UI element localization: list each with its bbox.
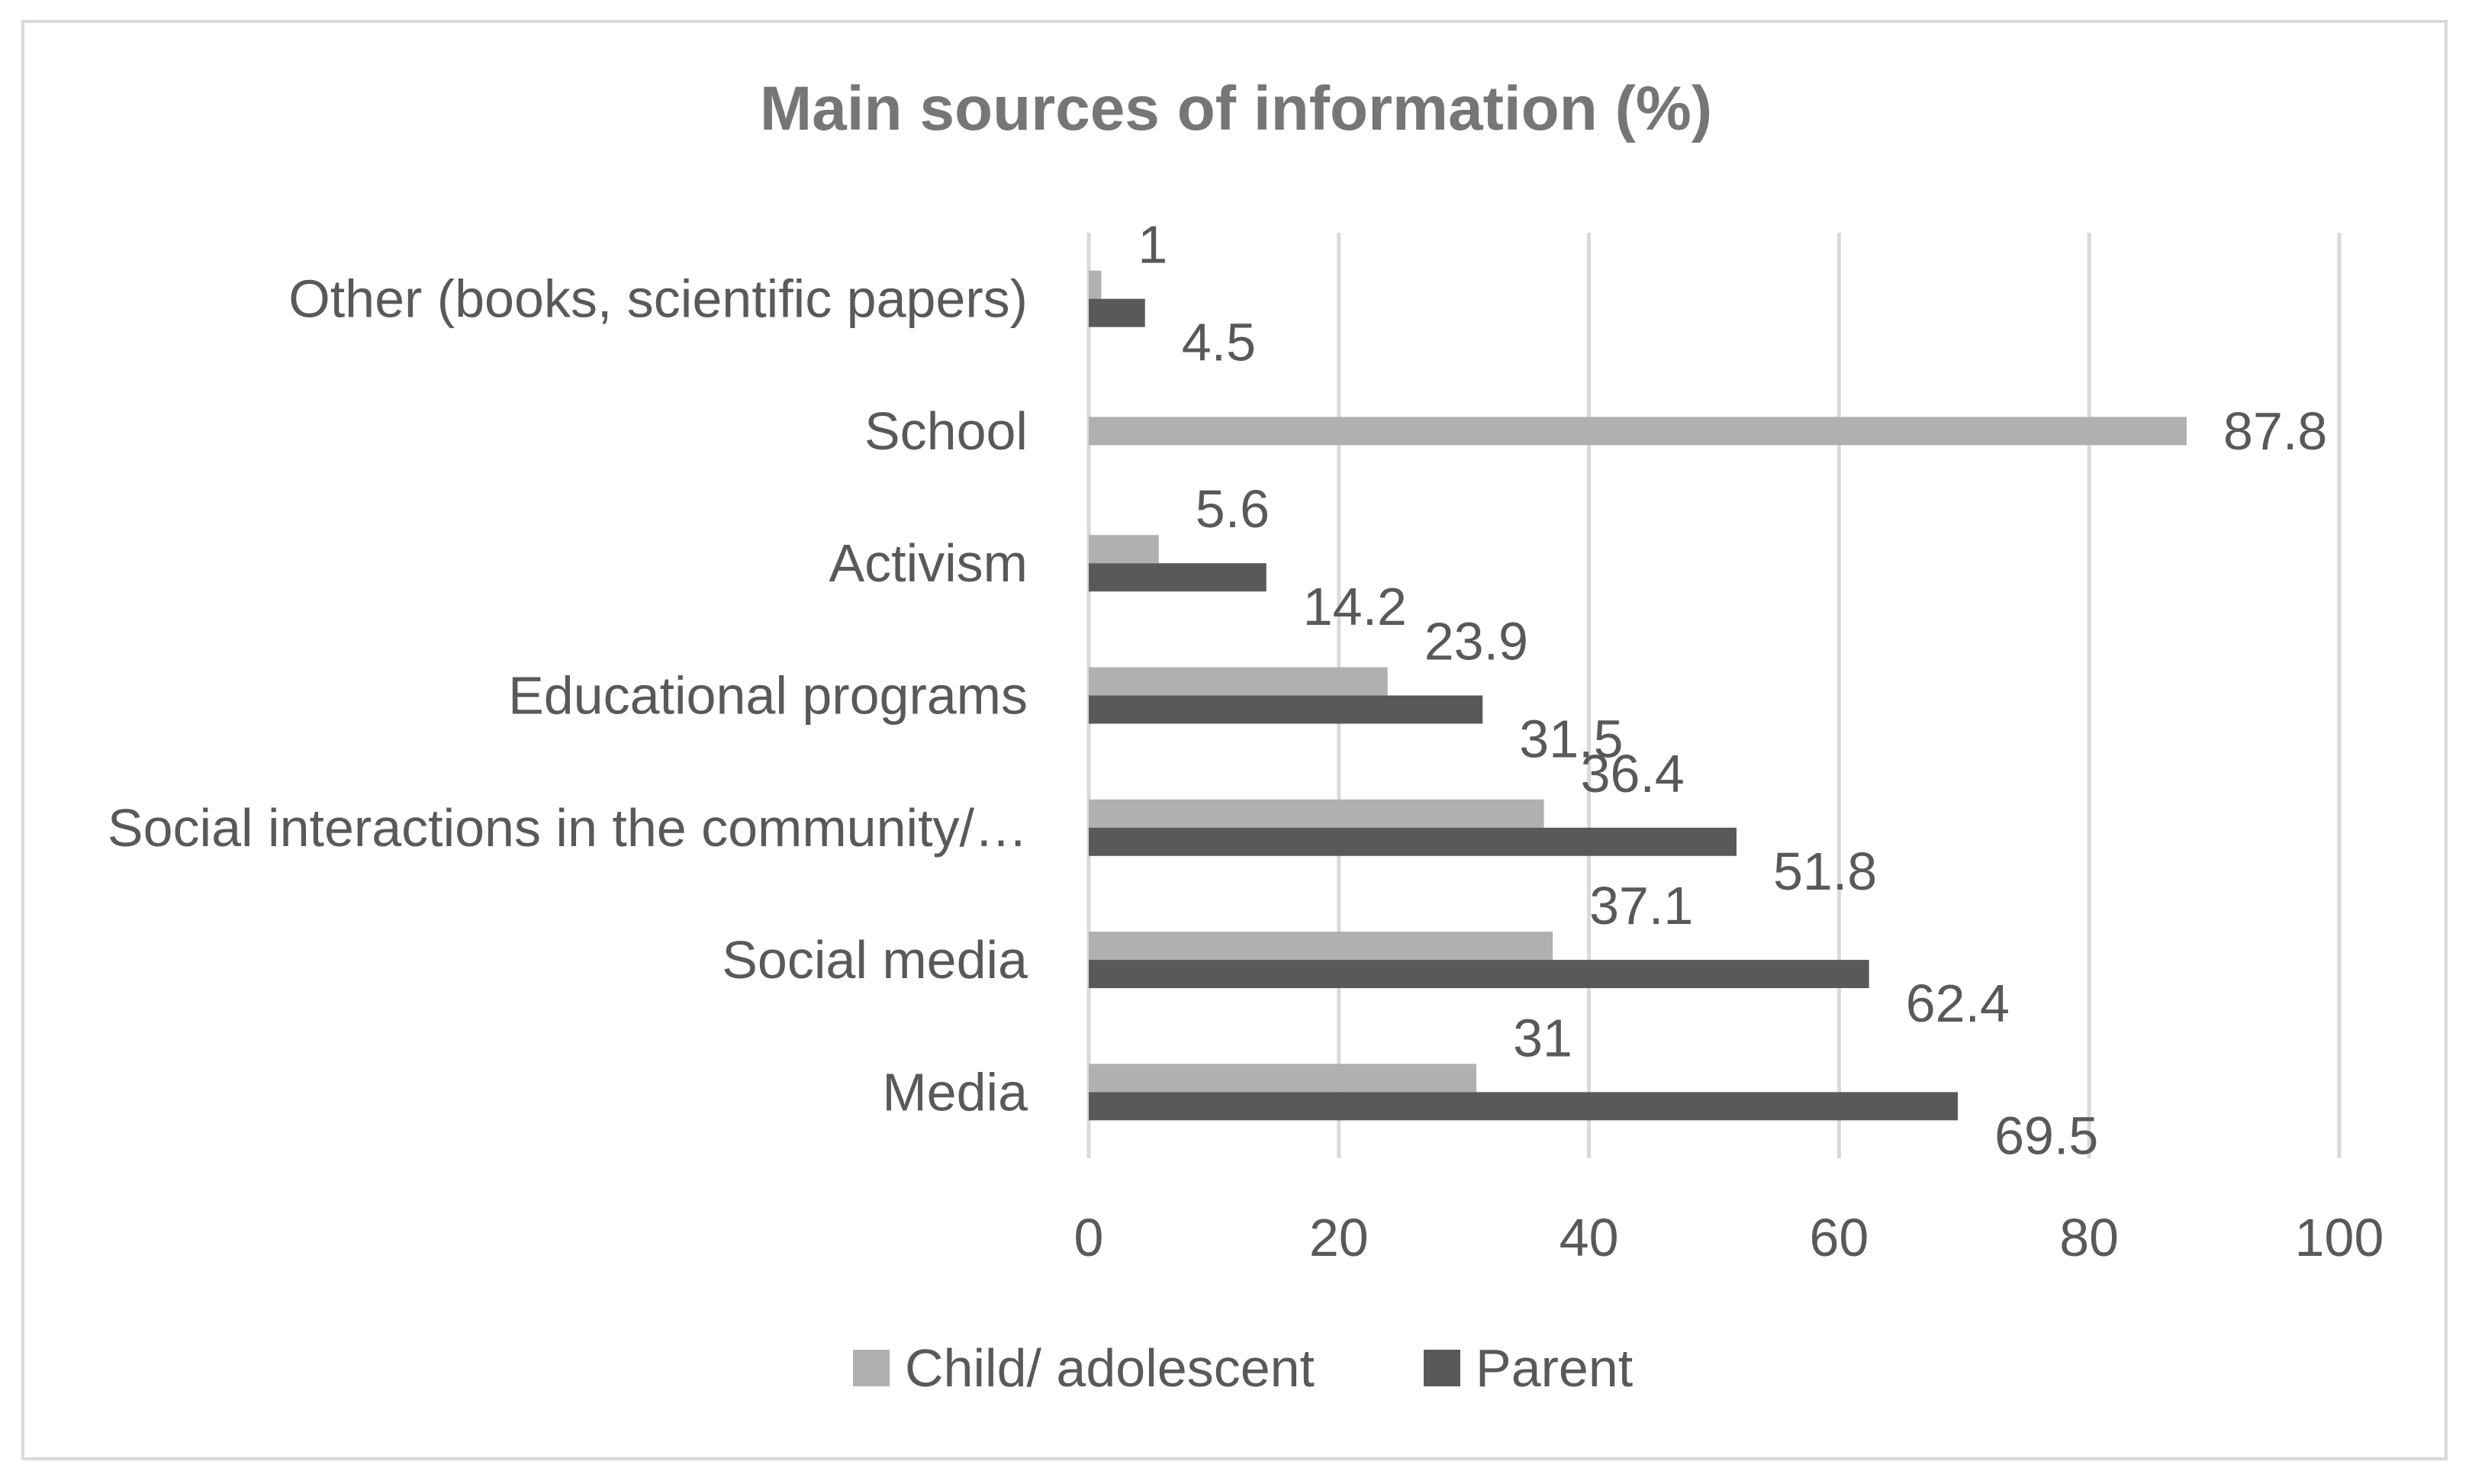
bar-parent <box>1089 1092 1959 1121</box>
x-tick-label: 20 <box>1309 1208 1369 1267</box>
category-label: Other (books, scientific papers) <box>288 269 1028 329</box>
data-label: 1 <box>1138 215 1167 275</box>
bar-child <box>1089 667 1388 696</box>
x-tick-label: 100 <box>2295 1208 2384 1267</box>
data-labels: 1 4.5 87.8 5.6 14.2 23.9 31.536.4 51.8 37.1 62.4 3… <box>1138 215 2327 1166</box>
data-label: 5.6 <box>1196 479 1270 539</box>
bar-parent <box>1089 563 1267 592</box>
bar-child <box>1089 270 1102 299</box>
bar-parent <box>1089 695 1483 724</box>
gridlines <box>1337 233 2342 1158</box>
legend-swatch <box>1424 1350 1460 1386</box>
bar-child <box>1089 417 2187 446</box>
data-label: 69.5 <box>1994 1106 2098 1165</box>
data-label: 4.5 <box>1182 313 1256 372</box>
x-tick-label: 0 <box>1074 1208 1104 1267</box>
category-label: Social interactions in the community/… <box>108 798 1028 858</box>
legend: Child/ adolescent Parent <box>853 1338 1633 1398</box>
bars <box>1089 270 2187 1121</box>
chart-frame <box>21 20 2448 1460</box>
x-tick-label: 40 <box>1559 1208 1619 1267</box>
legend-swatch <box>853 1350 890 1386</box>
category-label: Educational programs <box>508 666 1028 726</box>
x-tick-label: 60 <box>1809 1208 1868 1267</box>
bar-parent <box>1089 960 1869 989</box>
bar-child <box>1089 799 1544 828</box>
bar-child <box>1089 932 1553 961</box>
category-label: Activism <box>829 533 1028 593</box>
category-label: Social media <box>722 930 1028 990</box>
data-label: 36.4 <box>1581 744 1685 803</box>
category-label: Media <box>882 1062 1028 1122</box>
bar-child <box>1089 1064 1477 1093</box>
bar-parent <box>1089 298 1145 327</box>
data-label: 62.4 <box>1906 974 2010 1033</box>
data-label: 23.9 <box>1424 612 1528 671</box>
axes: 0 20 40 60 80 100 Other (books, scientific pap… <box>108 233 2383 1267</box>
data-label: 31 <box>1513 1008 1572 1067</box>
chart-title: Main sources of information (%) <box>760 74 1712 143</box>
bar-parent <box>1089 827 1737 856</box>
x-tick-label: 80 <box>2059 1208 2119 1267</box>
data-label: 51.8 <box>1773 842 1877 901</box>
data-label: 31.5 <box>1519 710 1623 769</box>
data-label: 14.2 <box>1303 577 1407 636</box>
bar-child <box>1089 535 1159 564</box>
data-label: 37.1 <box>1589 876 1693 935</box>
data-label: 87.8 <box>2223 401 2327 461</box>
category-label: School <box>864 401 1028 461</box>
legend-label: Parent <box>1476 1338 1633 1398</box>
legend-label: Child/ adolescent <box>905 1338 1315 1398</box>
